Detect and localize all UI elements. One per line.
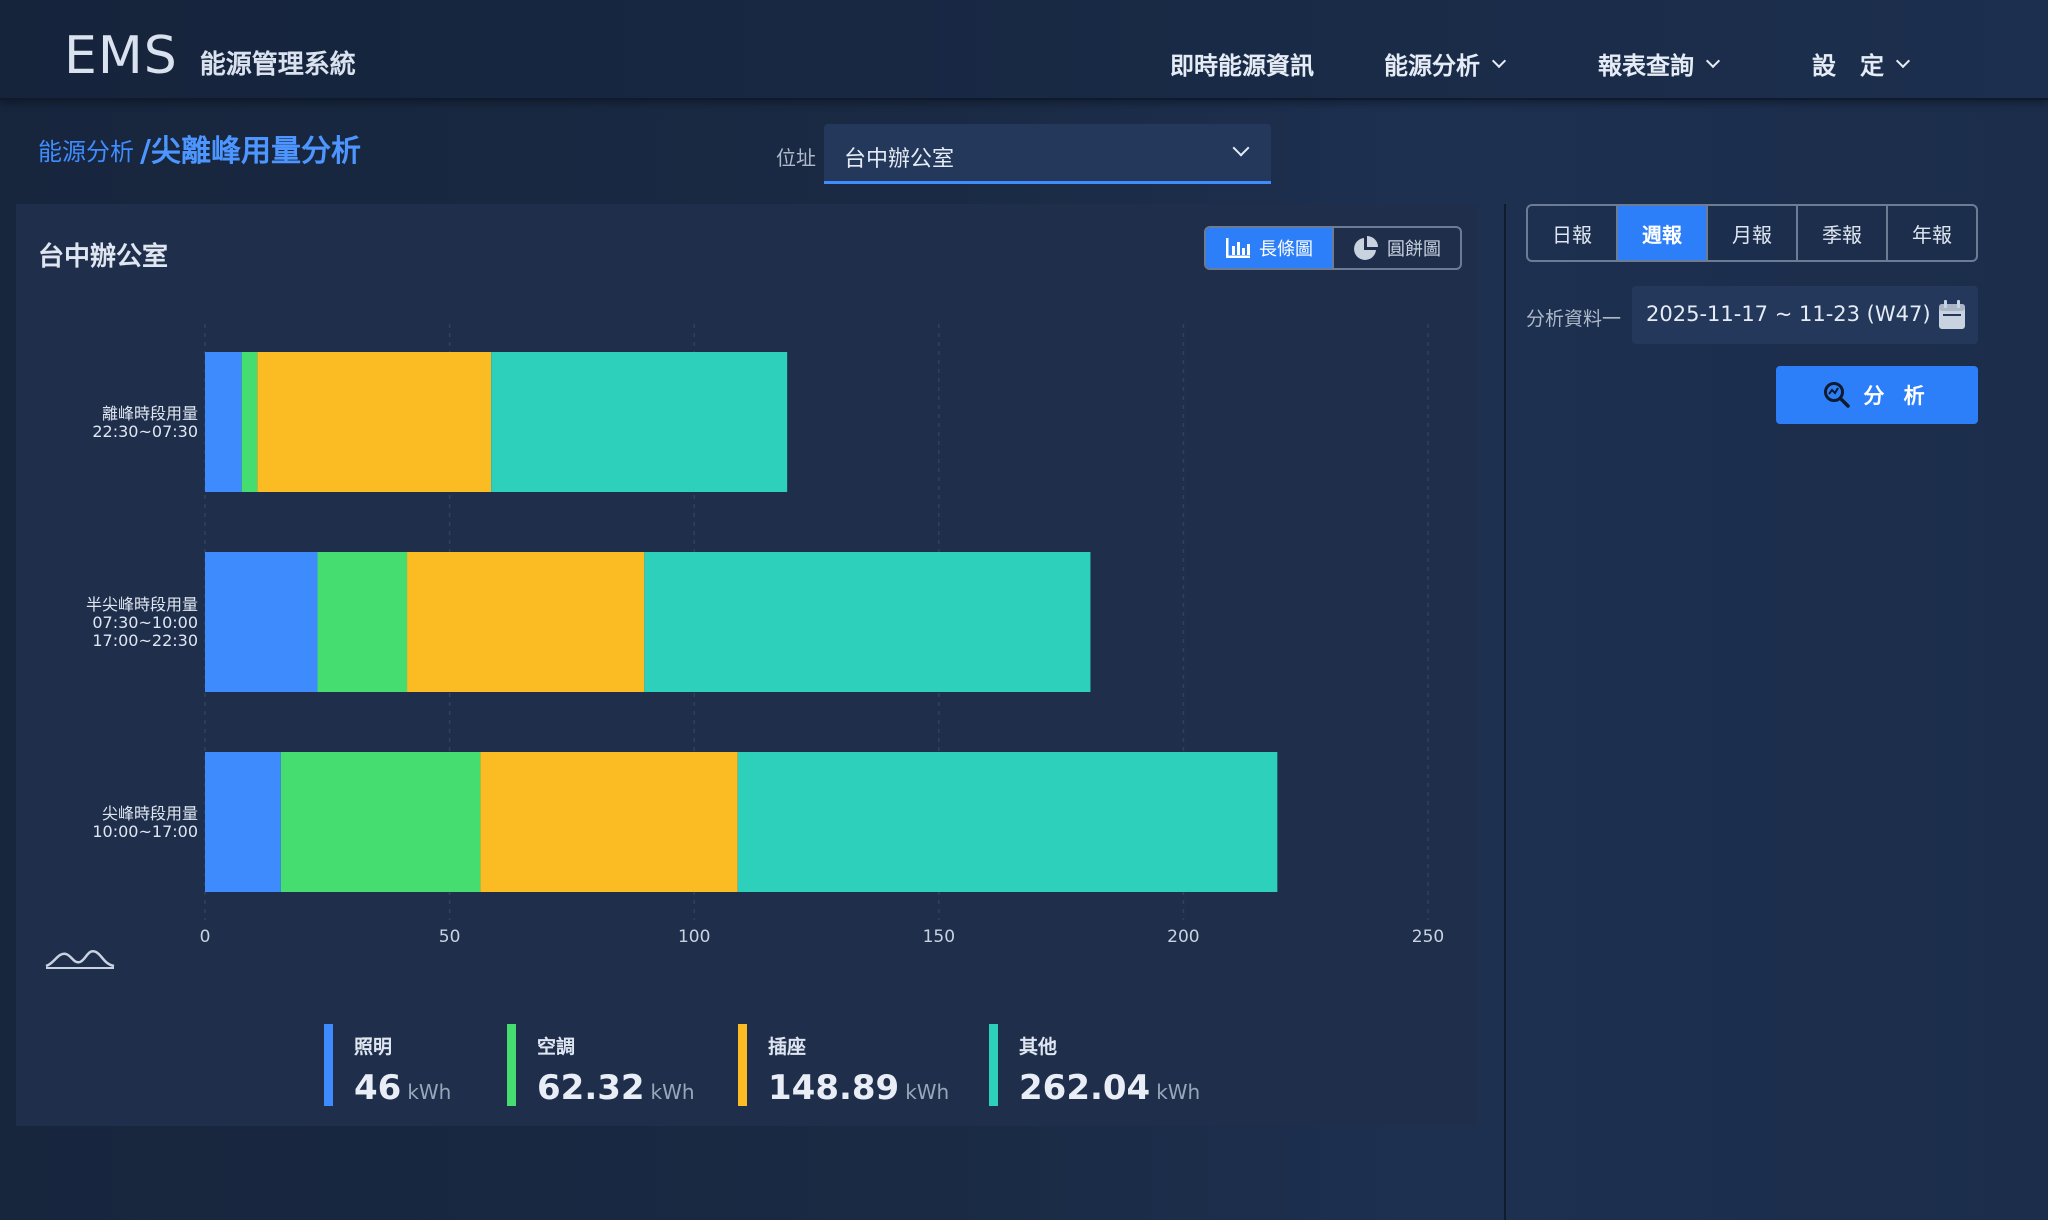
analyze-button[interactable]: 分 析 — [1776, 366, 1978, 424]
bar-segment[interactable] — [737, 752, 1278, 892]
chart-panel: 台中辦公室 長條圖 圓餅圖 0 50 100 150 200 250 離峰時段用量 22:30… — [16, 204, 1478, 1126]
top-header: EMS 能源管理系統 即時能源資訊 能源分析 報表查詢 設 定 — [0, 0, 2048, 100]
bar-segment[interactable] — [241, 352, 258, 492]
legend-value-row: 262.04 kWh — [1019, 1068, 1200, 1108]
chart-type-toggle: 長條圖 圓餅圖 — [1204, 226, 1462, 270]
pie-chart-toggle-button[interactable]: 圓餅圖 — [1332, 228, 1460, 268]
nav-realtime-energy[interactable]: 即時能源資訊 — [1170, 46, 1314, 81]
nav-energy-analysis[interactable]: 能源分析 — [1384, 46, 1507, 81]
period-quarterly-button[interactable]: 季報 — [1796, 206, 1886, 260]
location-label: 位址 — [776, 146, 816, 170]
period-selector: 日報 週報 月報 季報 年報 — [1526, 204, 1978, 262]
x-tick-label: 200 — [1167, 927, 1199, 947]
chevron-down-icon — [1705, 53, 1721, 68]
legend-color-bar — [989, 1024, 998, 1106]
legend-unit: kWh — [407, 1080, 452, 1104]
app-logo[interactable]: EMS 能源管理系統 — [64, 26, 356, 86]
x-tick-label: 250 — [1412, 927, 1444, 947]
nav-settings[interactable]: 設 定 — [1812, 46, 1911, 81]
nav-reports[interactable]: 報表查詢 — [1598, 46, 1721, 81]
nav-label: 設 定 — [1812, 52, 1884, 80]
legend-color-bar — [738, 1024, 747, 1106]
pie-chart-toggle-label: 圓餅圖 — [1387, 239, 1441, 260]
period-daily-button[interactable]: 日報 — [1552, 222, 1592, 247]
x-tick-label: 150 — [923, 927, 955, 947]
chevron-down-icon — [1491, 53, 1507, 68]
legend-name: 空調 — [537, 1036, 576, 1058]
legend-value: 62.32 — [537, 1068, 645, 1108]
legend-value-row: 148.89 kWh — [768, 1068, 949, 1108]
legend-value-row: 46 kWh — [354, 1068, 451, 1108]
legend-unit: kWh — [905, 1080, 950, 1104]
bar-segment[interactable] — [407, 552, 645, 692]
x-tick-label: 50 — [439, 927, 461, 947]
bar-segment[interactable] — [205, 352, 242, 492]
bar-segment[interactable] — [491, 352, 788, 492]
legend-value: 46 — [354, 1068, 402, 1108]
calendar-icon[interactable] — [1938, 300, 1966, 330]
bar-chart-toggle-label: 長條圖 — [1259, 239, 1313, 260]
y-category-label: 07:30~10:00 — [92, 613, 198, 632]
y-category-label: 尖峰時段用量 — [102, 804, 198, 823]
period-yearly-button[interactable]: 年報 — [1886, 206, 1976, 260]
date-range-field[interactable]: 2025-11-17 ~ 11-23 (W47) — [1632, 286, 1978, 344]
location-select[interactable]: 台中辦公室 — [824, 124, 1271, 184]
legend-value-row: 62.32 kWh — [537, 1068, 695, 1108]
y-category-label: 離峰時段用量 — [102, 404, 198, 423]
page-title: /尖離峰用量分析 — [140, 134, 361, 169]
legend-name: 其他 — [1019, 1036, 1058, 1058]
chart-wave-icon[interactable] — [44, 944, 116, 972]
date-range-value: 2025-11-17 ~ 11-23 (W47) — [1646, 302, 1931, 326]
period-monthly-button[interactable]: 月報 — [1706, 206, 1796, 260]
search-analytics-icon — [1824, 382, 1851, 408]
breadcrumb-parent-link[interactable]: 能源分析 — [38, 138, 134, 166]
y-category-label: 22:30~07:30 — [92, 422, 198, 441]
bar-segment[interactable] — [317, 552, 408, 692]
x-tick-label: 0 — [200, 927, 211, 947]
bar-segment[interactable] — [205, 552, 318, 692]
chevron-down-icon — [1232, 139, 1250, 157]
pie-chart-icon — [1354, 236, 1378, 260]
bar-segment[interactable] — [644, 552, 1091, 692]
legend-value: 148.89 — [768, 1068, 900, 1108]
legend-name: 照明 — [354, 1036, 393, 1058]
y-category-label: 半尖峰時段用量 — [86, 595, 198, 614]
bar-segment[interactable] — [205, 752, 281, 892]
period-weekly-button[interactable]: 週報 — [1616, 206, 1706, 260]
logo-title: EMS — [64, 26, 178, 86]
nav-label: 能源分析 — [1384, 52, 1480, 80]
panel-title: 台中辦公室 — [38, 242, 169, 272]
legend-color-bar — [507, 1024, 516, 1106]
legend-name: 插座 — [768, 1036, 807, 1058]
analyze-button-label: 分 析 — [1863, 384, 1931, 408]
logo-subtitle: 能源管理系統 — [199, 50, 356, 80]
date-range-label: 分析資料一 — [1526, 308, 1622, 330]
y-category-label: 17:00~22:30 — [92, 631, 198, 650]
legend-value: 262.04 — [1019, 1068, 1151, 1108]
bar-chart-icon — [1226, 238, 1250, 258]
nav-label: 即時能源資訊 — [1170, 52, 1314, 80]
location-select-value: 台中辦公室 — [844, 147, 955, 172]
y-category-label: 10:00~17:00 — [92, 822, 198, 841]
legend-unit: kWh — [1156, 1080, 1201, 1104]
x-tick-label: 100 — [678, 927, 710, 947]
bar-segment[interactable] — [480, 752, 738, 892]
legend-unit: kWh — [650, 1080, 695, 1104]
bar-segment[interactable] — [280, 752, 481, 892]
bar-chart-toggle-button[interactable]: 長條圖 — [1206, 228, 1332, 268]
bar-segment[interactable] — [257, 352, 492, 492]
chevron-down-icon — [1895, 53, 1911, 68]
vertical-divider — [1504, 204, 1506, 1220]
nav-label: 報表查詢 — [1598, 52, 1694, 80]
legend-color-bar — [324, 1024, 333, 1106]
